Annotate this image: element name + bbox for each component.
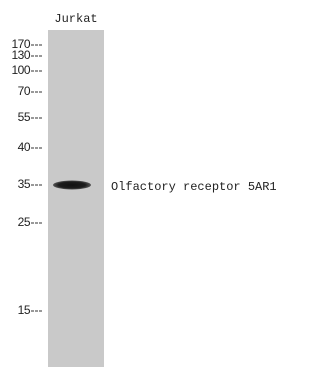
marker-label: 25 bbox=[18, 215, 31, 229]
marker-label: 130 bbox=[11, 48, 30, 62]
marker-label: 70 bbox=[18, 84, 31, 98]
western-blot: Jurkat Olfactory receptor 5AR1 170130100… bbox=[0, 0, 286, 367]
band bbox=[53, 181, 91, 190]
marker-label: 100 bbox=[11, 63, 30, 77]
marker-label: 55 bbox=[18, 110, 31, 124]
band-label: Olfactory receptor 5AR1 bbox=[111, 180, 277, 194]
marker-label: 35 bbox=[18, 177, 31, 191]
marker-label: 40 bbox=[18, 140, 31, 154]
lane-label: Jurkat bbox=[54, 12, 97, 26]
marker-label: 15 bbox=[18, 303, 31, 317]
lane bbox=[48, 30, 104, 367]
